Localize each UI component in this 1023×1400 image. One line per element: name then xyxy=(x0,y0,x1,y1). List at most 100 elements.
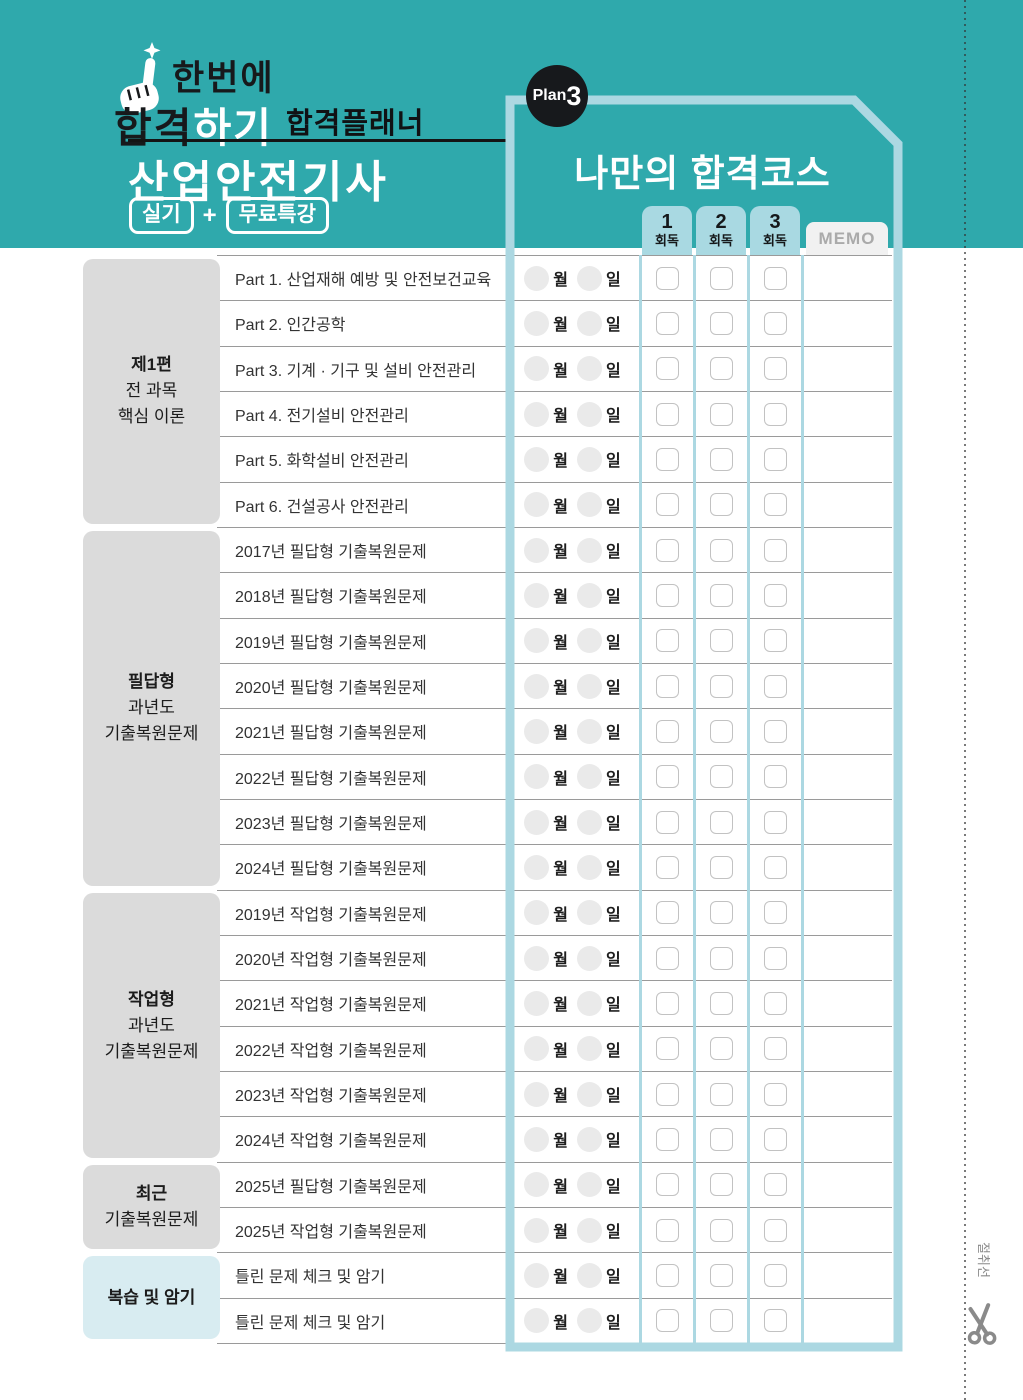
day-field[interactable] xyxy=(577,764,602,790)
memo-cell[interactable] xyxy=(802,573,892,617)
month-field[interactable] xyxy=(524,582,550,608)
checkbox-reading-3[interactable] xyxy=(763,765,787,789)
month-field[interactable] xyxy=(524,1081,550,1107)
memo-cell[interactable] xyxy=(802,1117,892,1161)
day-field[interactable] xyxy=(577,1172,602,1198)
memo-cell[interactable] xyxy=(802,1253,892,1297)
day-field[interactable] xyxy=(577,1308,602,1334)
day-field[interactable] xyxy=(577,265,602,291)
month-field[interactable] xyxy=(524,673,550,699)
memo-cell[interactable] xyxy=(802,981,892,1025)
checkbox-reading-2[interactable] xyxy=(709,583,733,607)
memo-cell[interactable] xyxy=(802,1163,892,1207)
memo-cell[interactable] xyxy=(802,664,892,708)
checkbox-reading-3[interactable] xyxy=(763,674,787,698)
checkbox-reading-1[interactable] xyxy=(655,946,679,970)
checkbox-reading-1[interactable] xyxy=(655,855,679,879)
checkbox-reading-3[interactable] xyxy=(763,402,787,426)
month-field[interactable] xyxy=(524,809,550,835)
memo-cell[interactable] xyxy=(802,256,892,300)
day-field[interactable] xyxy=(577,401,602,427)
checkbox-reading-1[interactable] xyxy=(655,674,679,698)
checkbox-reading-1[interactable] xyxy=(655,1173,679,1197)
memo-cell[interactable] xyxy=(802,437,892,481)
checkbox-reading-2[interactable] xyxy=(709,901,733,925)
checkbox-reading-2[interactable] xyxy=(709,1218,733,1242)
checkbox-reading-2[interactable] xyxy=(709,1037,733,1061)
checkbox-reading-3[interactable] xyxy=(763,311,787,335)
memo-cell[interactable] xyxy=(802,483,892,527)
day-field[interactable] xyxy=(577,310,602,336)
checkbox-reading-2[interactable] xyxy=(709,991,733,1015)
month-field[interactable] xyxy=(524,1308,550,1334)
memo-cell[interactable] xyxy=(802,1027,892,1071)
checkbox-reading-1[interactable] xyxy=(655,1309,679,1333)
checkbox-reading-1[interactable] xyxy=(655,266,679,290)
checkbox-reading-2[interactable] xyxy=(709,1082,733,1106)
checkbox-reading-1[interactable] xyxy=(655,629,679,653)
month-field[interactable] xyxy=(524,1217,550,1243)
checkbox-reading-1[interactable] xyxy=(655,493,679,517)
checkbox-reading-2[interactable] xyxy=(709,1263,733,1287)
month-field[interactable] xyxy=(524,537,550,563)
checkbox-reading-2[interactable] xyxy=(709,402,733,426)
checkbox-reading-2[interactable] xyxy=(709,765,733,789)
month-field[interactable] xyxy=(524,1036,550,1062)
day-field[interactable] xyxy=(577,854,602,880)
checkbox-reading-2[interactable] xyxy=(709,266,733,290)
checkbox-reading-2[interactable] xyxy=(709,810,733,834)
checkbox-reading-3[interactable] xyxy=(763,583,787,607)
checkbox-reading-3[interactable] xyxy=(763,1309,787,1333)
memo-cell[interactable] xyxy=(802,1208,892,1252)
memo-cell[interactable] xyxy=(802,392,892,436)
month-field[interactable] xyxy=(524,900,550,926)
checkbox-reading-3[interactable] xyxy=(763,810,787,834)
month-field[interactable] xyxy=(524,854,550,880)
checkbox-reading-2[interactable] xyxy=(709,946,733,970)
day-field[interactable] xyxy=(577,1126,602,1152)
memo-cell[interactable] xyxy=(802,347,892,391)
checkbox-reading-3[interactable] xyxy=(763,538,787,562)
checkbox-reading-2[interactable] xyxy=(709,357,733,381)
checkbox-reading-1[interactable] xyxy=(655,1263,679,1287)
checkbox-reading-2[interactable] xyxy=(709,1127,733,1151)
month-field[interactable] xyxy=(524,356,550,382)
memo-cell[interactable] xyxy=(802,755,892,799)
checkbox-reading-3[interactable] xyxy=(763,1127,787,1151)
checkbox-reading-1[interactable] xyxy=(655,765,679,789)
checkbox-reading-1[interactable] xyxy=(655,311,679,335)
day-field[interactable] xyxy=(577,718,602,744)
month-field[interactable] xyxy=(524,990,550,1016)
checkbox-reading-1[interactable] xyxy=(655,991,679,1015)
checkbox-reading-3[interactable] xyxy=(763,493,787,517)
day-field[interactable] xyxy=(577,356,602,382)
checkbox-reading-2[interactable] xyxy=(709,1173,733,1197)
memo-cell[interactable] xyxy=(802,936,892,980)
checkbox-reading-1[interactable] xyxy=(655,719,679,743)
checkbox-reading-2[interactable] xyxy=(709,629,733,653)
memo-cell[interactable] xyxy=(802,1299,892,1343)
checkbox-reading-1[interactable] xyxy=(655,1082,679,1106)
month-field[interactable] xyxy=(524,401,550,427)
checkbox-reading-1[interactable] xyxy=(655,1127,679,1151)
checkbox-reading-1[interactable] xyxy=(655,538,679,562)
checkbox-reading-2[interactable] xyxy=(709,447,733,471)
memo-cell[interactable] xyxy=(802,528,892,572)
checkbox-reading-3[interactable] xyxy=(763,719,787,743)
day-field[interactable] xyxy=(577,900,602,926)
day-field[interactable] xyxy=(577,673,602,699)
month-field[interactable] xyxy=(524,764,550,790)
checkbox-reading-3[interactable] xyxy=(763,855,787,879)
checkbox-reading-3[interactable] xyxy=(763,1263,787,1287)
month-field[interactable] xyxy=(524,1126,550,1152)
memo-cell[interactable] xyxy=(802,709,892,753)
checkbox-reading-3[interactable] xyxy=(763,629,787,653)
month-field[interactable] xyxy=(524,1262,550,1288)
checkbox-reading-1[interactable] xyxy=(655,901,679,925)
month-field[interactable] xyxy=(524,628,550,654)
memo-cell[interactable] xyxy=(802,845,892,889)
month-field[interactable] xyxy=(524,945,550,971)
month-field[interactable] xyxy=(524,492,550,518)
day-field[interactable] xyxy=(577,1036,602,1062)
day-field[interactable] xyxy=(577,1217,602,1243)
